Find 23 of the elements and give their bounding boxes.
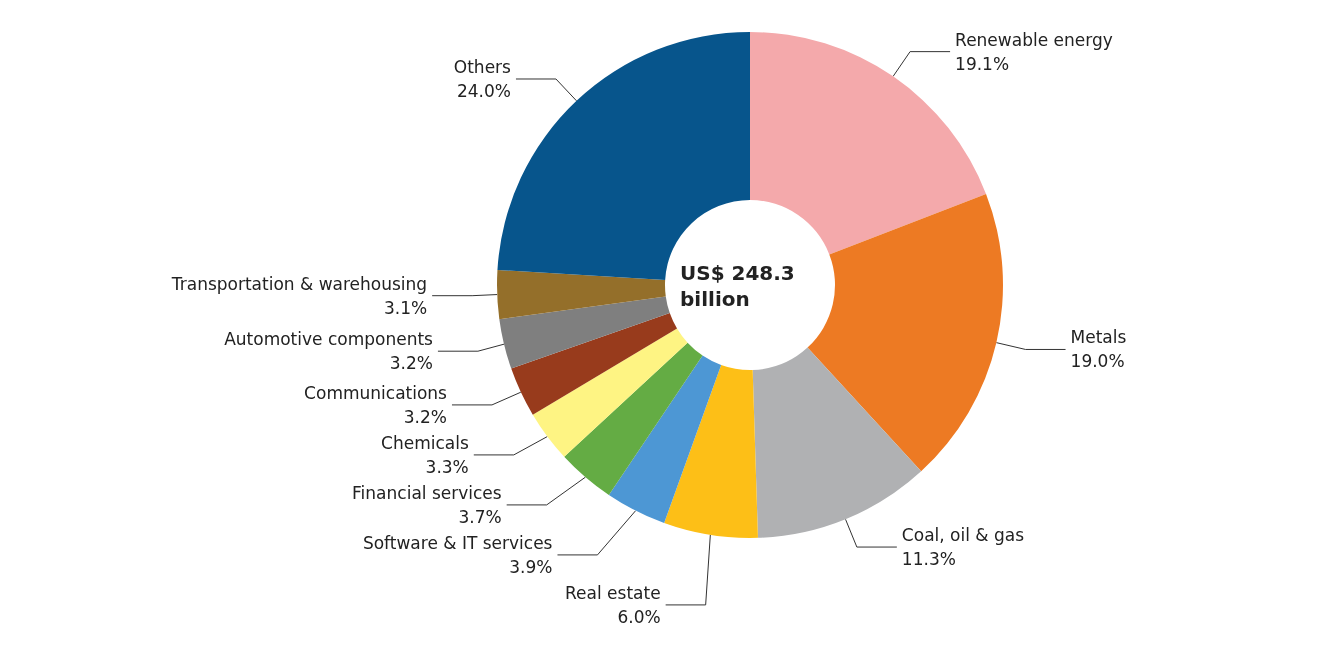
data-label: 6.0% [617,606,661,627]
data-label: 3.2% [389,353,433,374]
slice-label: Metals [1070,327,1127,348]
slice-label: Renewable energy [955,29,1113,50]
slice-label: Real estate [565,582,661,603]
slice-label: Automotive components [224,329,434,350]
slice-label: Coal, oil & gas [901,525,1025,546]
text: US$ 248.3 billion [680,261,795,311]
data-label: 24.0% [456,80,511,101]
data-label: 3.7% [458,506,502,527]
data-label: 11.3% [901,549,956,570]
data-label: 3.9% [509,556,553,577]
slice-label: Chemicals [381,432,469,453]
slice-label: Transportation & warehousing [170,273,428,294]
data-label: 3.2% [403,406,447,427]
data-label: 3.3% [425,456,469,477]
data-label: 19.0% [1070,351,1125,372]
slice-label: Financial services [352,482,502,503]
slice-label: Others [453,56,512,77]
slice-label: Communications [304,382,448,403]
data-label: 19.1% [955,53,1010,74]
slice-label: Software & IT services [362,532,553,553]
data-label: 3.1% [383,297,428,318]
